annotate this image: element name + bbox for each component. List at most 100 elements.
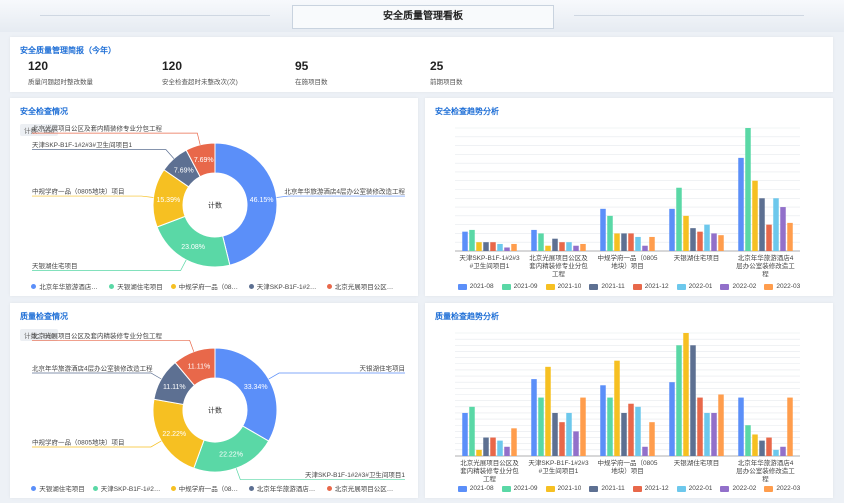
pie-slice (156, 215, 231, 268)
legend-label: 2021-10 (557, 485, 582, 492)
legend-swatch (632, 485, 642, 492)
leader-line (32, 149, 175, 159)
legend-swatch (248, 485, 254, 491)
slice-percent: 23.08% (181, 244, 205, 251)
bar (607, 215, 613, 251)
bar (676, 187, 682, 251)
summary-value: 25 (430, 59, 444, 73)
leader-line (32, 259, 187, 271)
slice-label: 中规学府一品（0805地块）项目 (32, 437, 124, 446)
bar (469, 406, 475, 456)
summary-value: 95 (295, 59, 309, 73)
legend-label: 2022-03 (776, 485, 801, 492)
legend-label: 北京光展项目公区及套内精装修专业分包工程 (334, 284, 397, 291)
legend-item: 2021-10 (545, 485, 582, 492)
bar (697, 231, 703, 251)
slice-percent: 7.69% (174, 167, 194, 174)
header: 安全质量管理看板 (0, 0, 844, 32)
bar (462, 412, 468, 456)
legend-swatch (248, 283, 254, 289)
legend-label: 2021-08 (469, 283, 494, 290)
bar (773, 449, 779, 456)
legend-item: 2021-11 (589, 485, 625, 492)
slice-percent: 11.11% (163, 384, 186, 391)
legend-swatch (632, 283, 642, 290)
legend-swatch (31, 485, 37, 491)
bar (462, 231, 468, 251)
summary-label: 安全检查超时未整改次(次) (162, 79, 238, 86)
leader-line (276, 195, 405, 198)
legend-item: 北京光展项目公区及套内精装修专业分包工程 (326, 483, 397, 493)
bar (504, 247, 510, 251)
legend-label: 2021-11 (601, 283, 625, 290)
x-tick-label: 北京光展项目公区及套内精装修专业分包工程 (460, 460, 519, 483)
legend-label: 2022-01 (688, 283, 713, 290)
x-tick-label: 中规学府一品（0805地块）项目 (597, 255, 658, 270)
slice-percent: 7.69% (194, 157, 214, 164)
legend-label: 天津SKP-B1F-1#2#3#卫生间项目1 (256, 284, 319, 291)
legend-swatch (170, 283, 176, 289)
legend: 2021-08 2021-09 2021-10 2021-11 2021-12 2022-… (425, 283, 833, 290)
bar (745, 128, 751, 251)
legend-item: 2021-12 (632, 283, 669, 290)
pie-card: 安全检查情况 计数：650 46.15% 北京年华旅游酒店4层办公室装修改造工程 23.… (10, 98, 418, 296)
bar (573, 245, 579, 251)
bar (476, 242, 482, 251)
pie-slice (214, 347, 278, 442)
legend-label: 2022-02 (732, 485, 757, 492)
bar (635, 236, 641, 251)
legend-label: 中规学府一品（0805地块）项目 (178, 486, 241, 493)
bar (483, 242, 489, 251)
summary-item: 120 质量问题超时整改数量 (28, 59, 93, 86)
legend-item: 2021-12 (632, 485, 669, 492)
bar (566, 242, 572, 251)
legend-label: 2022-01 (688, 485, 713, 492)
bar (787, 397, 793, 456)
bar (497, 440, 503, 456)
legend-label: 2022-03 (776, 283, 801, 290)
slice-percent: 15.39% (156, 197, 180, 204)
legend-swatch (764, 485, 774, 492)
bar (476, 449, 482, 456)
summary-value: 120 (162, 59, 183, 73)
legend-label: 2021-12 (644, 485, 669, 492)
legend-swatch (457, 283, 467, 290)
bar-card: 质量检查趋势分析 北京光展项目公区及套内精装修专业分包工程 天津SKP-B1F-1#… (425, 303, 833, 498)
slice-percent: 11.11% (188, 363, 211, 370)
legend-item: 北京年华旅游酒店4层办公室装修改造工程 (248, 483, 319, 493)
legend-item: 中规学府一品（0805地块）项目 (170, 483, 241, 493)
legend-item: 2022-03 (764, 283, 800, 290)
legend-swatch (457, 485, 467, 492)
legend-item: 2022-01 (676, 485, 713, 492)
bar (745, 425, 751, 456)
bar (759, 198, 765, 251)
legend-item: 2022-03 (764, 485, 800, 492)
bar (600, 385, 606, 456)
legend-item: 2021-09 (501, 283, 538, 290)
bar (531, 379, 537, 456)
bar (469, 229, 475, 251)
pie-card: 质量检查情况 计数：630 33.34% 天银湖住宅项目 22.22% 天津SKP-B1F… (10, 303, 418, 498)
bar (690, 228, 696, 251)
legend-item: 天津SKP-B1F-1#2#3#卫生间项目1 (92, 483, 163, 493)
legend-item: 2021-08 (457, 485, 494, 492)
bar (766, 437, 772, 456)
pie-chart: 46.15% 北京年华旅游酒店4层办公室装修改造工程 23.08% 天银湖住宅项目 15… (32, 124, 405, 271)
bar (497, 243, 503, 251)
bar (628, 403, 634, 456)
header-decoration (574, 15, 804, 16)
bar (690, 345, 696, 456)
bar (711, 412, 717, 456)
legend-item: 中规学府一品（0805地块）项目 (170, 281, 241, 291)
bar (531, 229, 537, 251)
bar (780, 207, 786, 251)
slice-percent: 22.22% (162, 431, 186, 438)
legend-label: 2021-09 (513, 485, 538, 492)
slice-label: 天银湖住宅项目 (32, 261, 78, 270)
legend-swatch (676, 485, 686, 492)
x-tick-label: 北京光展项目公区及套内精装修专业分包工程 (529, 255, 588, 278)
bar (697, 397, 703, 456)
bar (511, 243, 517, 251)
